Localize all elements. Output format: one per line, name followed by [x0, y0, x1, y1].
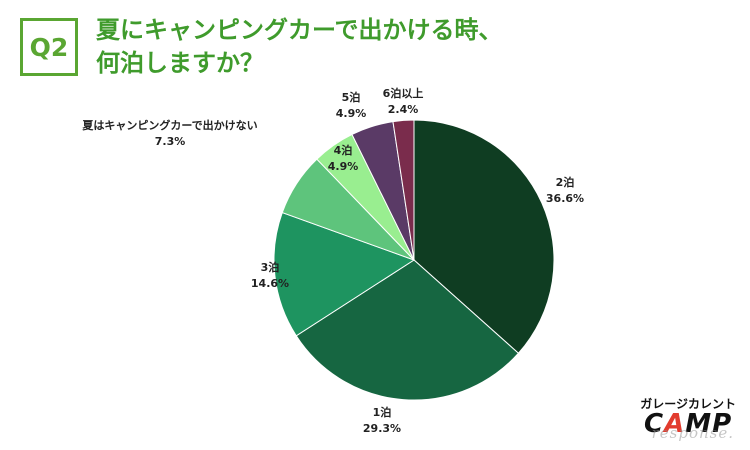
title-line-1: 夏にキャンピングカーで出かける時、	[96, 16, 503, 44]
pie-slice-1	[413, 119, 555, 354]
slice-percent-5: 4.9%	[328, 160, 359, 173]
logo-top-text: ガレージカレント	[640, 397, 736, 411]
pie-slice-3	[273, 211, 416, 337]
slice-label-7: 6泊以上	[383, 86, 424, 100]
response-watermark: response.	[651, 424, 734, 442]
garage-current-camp-logo: ガレージカレント CAMP	[640, 395, 736, 439]
slice-label-2: 1泊	[373, 405, 392, 419]
slice-percent-6: 4.9%	[336, 107, 367, 120]
slice-label-3: 3泊	[261, 260, 280, 274]
slice-percent-1: 36.6%	[546, 192, 584, 205]
chart-title: 夏にキャンピングカーで出かける時、 何泊しますか？	[96, 14, 503, 80]
slice-percent-7: 2.4%	[388, 103, 419, 116]
title-line-2: 何泊しますか？	[96, 49, 264, 77]
pie-labels: 2泊 36.6% 1泊 29.3% 3泊 14.6% 夏はキャンピングカーで出かけない 7.3…	[82, 86, 584, 435]
slice-percent-3: 14.6%	[251, 277, 289, 290]
slice-label-4: 夏はキャンピングカーで出かけない	[82, 118, 257, 132]
pie-slice-2	[295, 259, 520, 401]
slice-label-1: 2泊	[556, 175, 575, 189]
pie-slices	[273, 119, 555, 401]
slice-percent-4: 7.3%	[155, 135, 186, 148]
slice-label-5: 4泊	[334, 143, 353, 157]
question-badge: Q2	[20, 18, 78, 76]
pie-slice-7	[392, 119, 415, 261]
slice-percent-2: 29.3%	[363, 422, 401, 435]
logo-main-text: CAMP	[644, 409, 733, 439]
slice-label-6: 5泊	[342, 90, 361, 104]
